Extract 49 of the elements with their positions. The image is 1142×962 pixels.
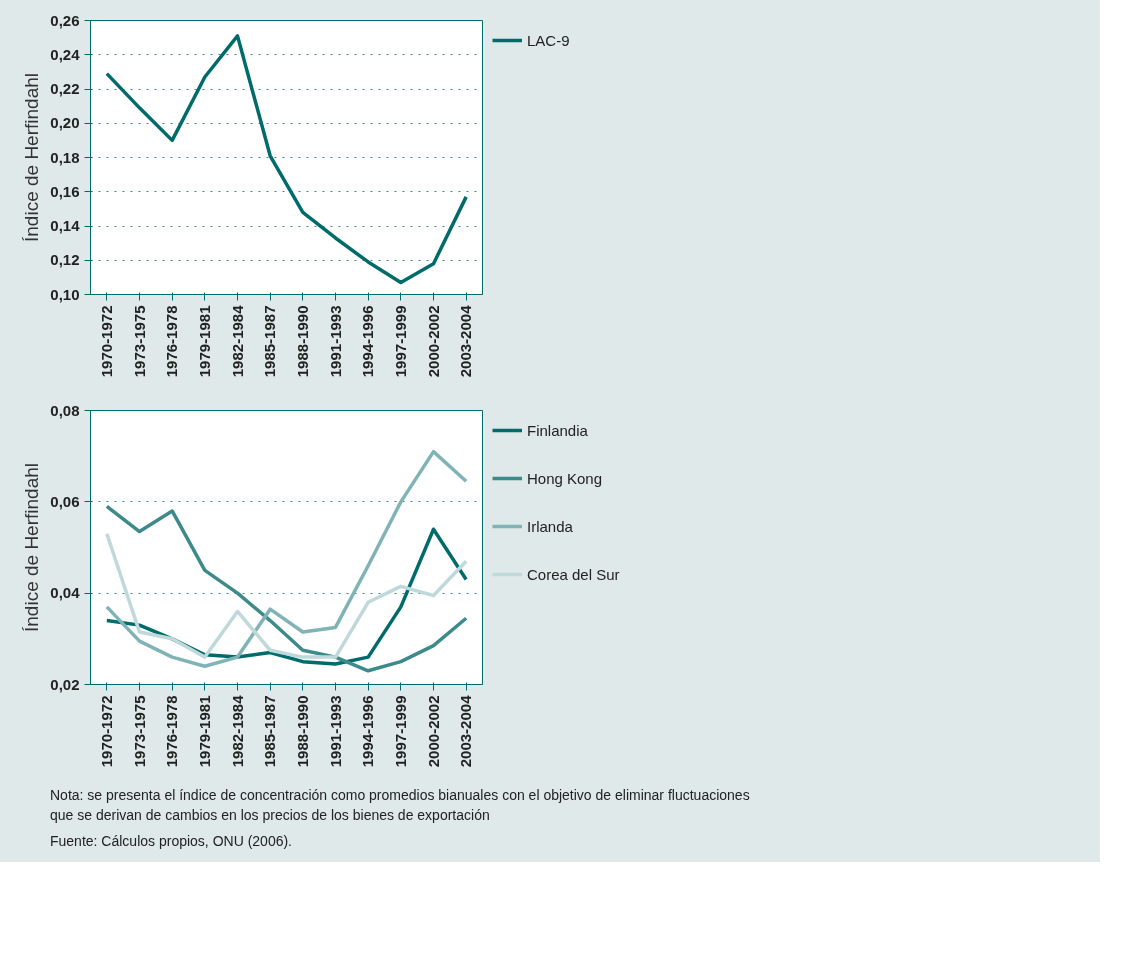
x-tick-label: 1994-1996 [359, 305, 377, 378]
x-tick-label: 2000-2002 [424, 695, 442, 768]
y-tick-label: 0,08 [50, 401, 80, 419]
text: Nota: se presenta el índice de concentración como promedios bianuales con el objetivo de eliminar fluctuaciones que se derivan de cambios en los precios de los bienes de exportación [50, 786, 751, 825]
y-tick-label: 0,14 [50, 217, 81, 234]
legend-label: LAC-9 [527, 31, 570, 49]
y-tick-label: 0,20 [50, 114, 80, 132]
x-tick-label: 1985-1987 [261, 695, 279, 768]
x-tick-label: 1982-1984 [228, 694, 246, 768]
x-tick-label: 1988-1990 [293, 695, 311, 768]
x-tick-label: 1973-1975 [130, 305, 148, 378]
x-tick-label: 2000-2002 [424, 305, 442, 378]
line-series [105, 449, 468, 668]
y-tick-label: 0,24 [50, 45, 81, 63]
legend-label: Finlandia [527, 421, 588, 439]
x-tick-label: 1991-1993 [326, 695, 344, 768]
y-tick-label: 0,02 [50, 675, 80, 693]
x-tick-label: 1988-1990 [293, 305, 311, 378]
x-tick-label: 1997-1999 [391, 305, 409, 378]
x-tick-label: 1973-1975 [130, 695, 148, 768]
y-tick-label: 0,22 [50, 80, 80, 97]
x-tick-label: 1997-1999 [391, 695, 409, 768]
y-tick-label: 0,18 [50, 148, 80, 166]
x-tick-label: 1979-1981 [195, 695, 213, 768]
y-tick-label: 0,16 [50, 182, 80, 200]
x-tick-label: 1982-1984 [228, 304, 246, 378]
source-note: Fuente: Cálculos propios, ONU (2006). [50, 832, 293, 851]
y-tick-label: 0,12 [50, 251, 80, 269]
y-tick-label: 0,04 [50, 584, 81, 602]
line-series [105, 34, 468, 285]
x-tick-label: 2003-2004 [457, 304, 475, 378]
x-tick-label: 1979-1981 [195, 305, 213, 378]
line-series [105, 504, 468, 673]
x-tick-label: 1970-1972 [97, 305, 115, 378]
x-tick-label: 1991-1993 [326, 305, 344, 378]
y-tick-label: 0,06 [50, 492, 80, 510]
x-tick-label: 1970-1972 [97, 695, 115, 768]
legend-label: Corea del Sur [527, 565, 620, 583]
legend-label: Hong Kong [527, 469, 603, 487]
y-tick-label: 0,26 [50, 11, 80, 29]
y-axis-title: Índice de Herfindahl [21, 73, 43, 242]
legend-label: Irlanda [527, 517, 573, 535]
x-tick-label: 1976-1978 [163, 305, 181, 378]
y-tick-label: 0,10 [50, 285, 80, 303]
x-tick-label: 1985-1987 [261, 305, 279, 378]
x-tick-label: 1994-1996 [359, 695, 377, 768]
y-axis-title: Índice de Herfindahl [21, 463, 43, 632]
x-tick-label: 2003-2004 [457, 694, 475, 768]
x-tick-label: 1976-1978 [163, 695, 181, 768]
